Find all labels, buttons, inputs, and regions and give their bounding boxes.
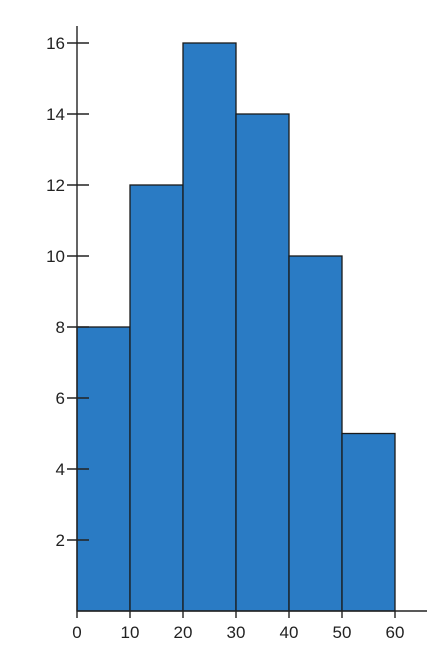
bars — [76, 42, 396, 612]
ticks: 2 4 6 8 10 12 14 16 0 10 20 30 40 50 60 — [46, 34, 404, 642]
x-tick-label: 50 — [333, 623, 352, 642]
y-tick-label: 16 — [46, 34, 65, 53]
y-tick-label: 10 — [46, 247, 65, 266]
histogram-bar-5 — [288, 255, 343, 612]
histogram-bar-3 — [182, 42, 237, 612]
y-tick-label: 12 — [46, 176, 65, 195]
y-tick-label: 14 — [46, 105, 65, 124]
x-tick-label: 30 — [227, 623, 246, 642]
histogram-bar-2 — [129, 184, 184, 612]
y-tick-label: 6 — [56, 389, 65, 408]
y-tick-label: 8 — [56, 318, 65, 337]
x-tick-label: 20 — [174, 623, 193, 642]
histogram-bar-4 — [235, 113, 290, 612]
x-tick-label: 0 — [72, 623, 81, 642]
x-tick-label: 10 — [121, 623, 140, 642]
histogram-bar-6 — [341, 432, 396, 612]
x-tick-label: 60 — [386, 623, 405, 642]
y-tick-label: 2 — [56, 531, 65, 550]
axes — [76, 26, 427, 612]
y-tick-label: 4 — [56, 460, 65, 479]
x-tick-label: 40 — [280, 623, 299, 642]
